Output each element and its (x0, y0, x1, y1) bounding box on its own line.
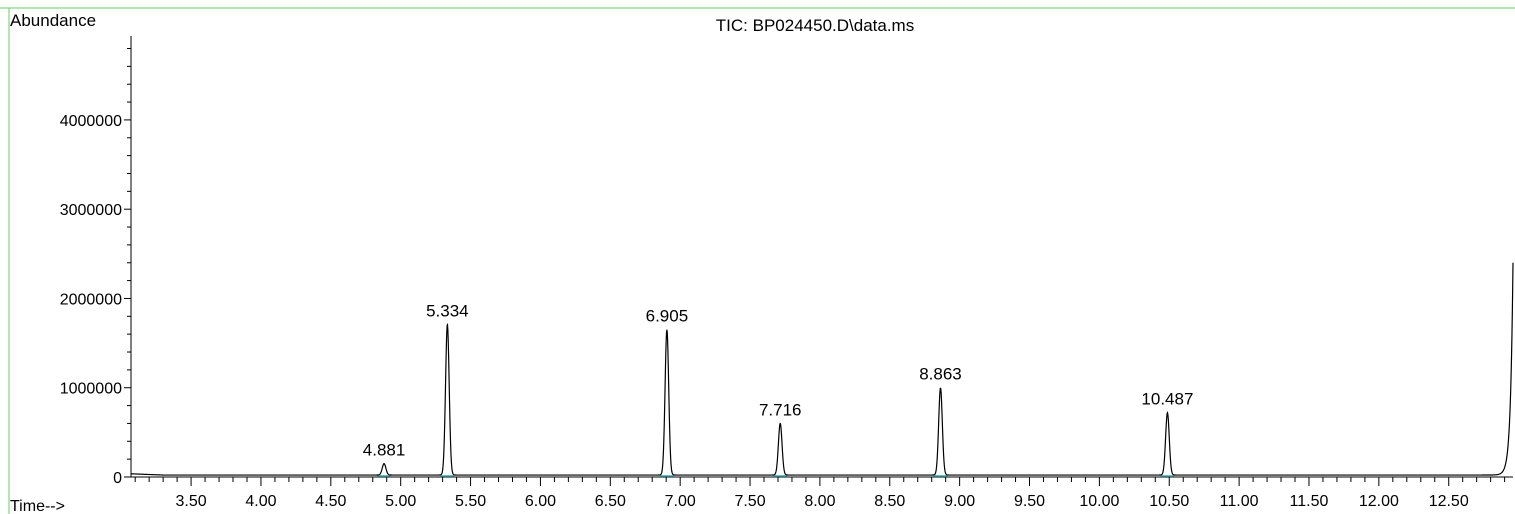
x-tick-label: 12.50 (1429, 493, 1469, 510)
peak-label: 6.905 (646, 307, 689, 326)
x-tick-label: 9.00 (944, 493, 975, 510)
y-tick-label: 1000000 (60, 381, 122, 398)
x-tick-label: 3.50 (176, 493, 207, 510)
x-tick-label: 4.00 (245, 493, 276, 510)
x-tick-label: 10.00 (1079, 493, 1119, 510)
peak-label: 8.863 (919, 365, 962, 384)
x-tick-label: 10.50 (1149, 493, 1189, 510)
y-tick-label: 2000000 (60, 291, 122, 308)
y-tick-label: 0 (113, 470, 122, 487)
x-axis-title: Time--> (10, 498, 65, 514)
peak-labels: 4.881 5.334 6.905 7.716 8.863 10.487 (363, 301, 1194, 459)
chart-title: TIC: BP024450.D\data.ms (716, 16, 914, 35)
x-tick-label: 4.50 (315, 493, 346, 510)
x-tick-label: 7.00 (665, 493, 696, 510)
x-tick-label: 11.00 (1220, 493, 1259, 510)
y-tick-label: 4000000 (60, 113, 122, 130)
x-tick-label: 8.00 (804, 493, 835, 510)
x-tick-label: 8.50 (874, 493, 905, 510)
peak-label: 4.881 (363, 441, 406, 460)
y-axis-title: Abundance (10, 11, 96, 30)
peak-label: 7.716 (759, 400, 802, 419)
axes (130, 36, 1513, 478)
y-tick-label: 3000000 (60, 202, 122, 219)
x-axis-ticks: 3.50 4.00 4.50 5.00 5.50 6.00 6.50 7.00 7.50 8.00… (134, 477, 1506, 510)
x-tick-label: 9.50 (1014, 493, 1045, 510)
x-tick-label: 5.50 (455, 493, 486, 510)
peak-label: 5.334 (426, 301, 469, 320)
x-tick-label: 6.00 (525, 493, 556, 510)
x-tick-label: 11.50 (1290, 493, 1329, 510)
x-tick-label: 12.00 (1359, 493, 1399, 510)
x-tick-label: 5.00 (385, 493, 416, 510)
tic-trace (130, 262, 1514, 476)
y-axis-ticks: 0 1000000 2000000 3000000 4000000 (60, 47, 131, 487)
x-tick-label: 6.50 (595, 493, 626, 510)
x-tick-label: 7.50 (734, 493, 765, 510)
peak-label: 10.487 (1141, 390, 1193, 409)
